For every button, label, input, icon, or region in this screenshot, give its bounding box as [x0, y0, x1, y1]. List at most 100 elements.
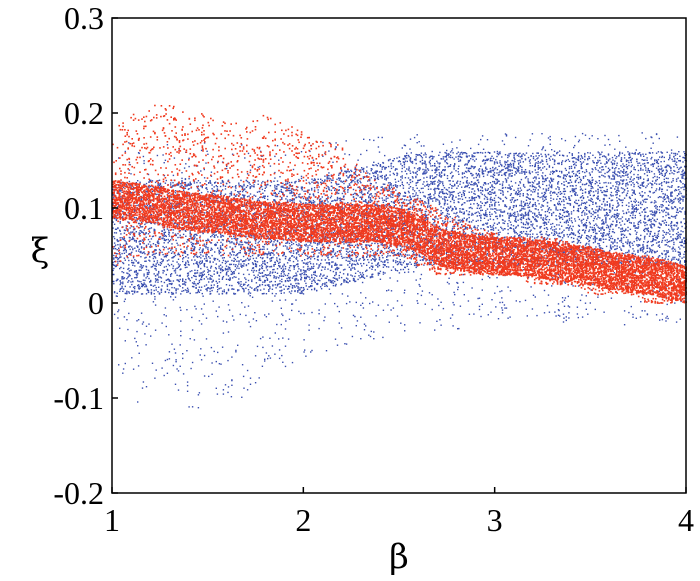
data-point	[187, 257, 190, 259]
data-point	[276, 323, 278, 326]
data-point	[297, 265, 299, 268]
data-point	[313, 201, 316, 203]
data-point	[340, 226, 343, 228]
data-point	[163, 233, 165, 235]
data-point	[246, 369, 249, 372]
data-point	[295, 272, 297, 274]
data-point	[313, 258, 316, 260]
data-point	[287, 280, 290, 282]
data-point	[118, 240, 120, 242]
data-point	[136, 320, 138, 322]
data-point	[299, 236, 301, 238]
data-point	[293, 256, 295, 258]
data-point	[170, 208, 172, 210]
data-point	[203, 265, 206, 268]
data-point	[303, 288, 305, 290]
data-point	[339, 197, 341, 199]
data-point	[396, 168, 398, 170]
data-point	[212, 233, 214, 235]
data-point	[198, 261, 201, 264]
data-point	[384, 199, 386, 201]
data-point	[191, 242, 194, 245]
data-point	[327, 186, 329, 188]
data-point	[173, 348, 176, 350]
data-point	[126, 243, 128, 245]
data-point	[365, 189, 367, 191]
data-point	[149, 205, 151, 207]
data-point	[172, 199, 175, 201]
data-point	[199, 247, 201, 249]
data-point	[119, 237, 121, 239]
data-point	[395, 260, 397, 262]
data-point	[291, 303, 293, 305]
data-point	[245, 225, 247, 227]
data-point	[320, 247, 322, 249]
data-point	[300, 270, 302, 272]
data-point	[263, 195, 265, 197]
data-point	[290, 189, 292, 192]
data-point	[358, 211, 360, 213]
data-point	[399, 193, 401, 195]
data-point	[233, 251, 235, 253]
data-point	[347, 256, 349, 259]
data-point	[390, 290, 393, 292]
data-point	[347, 245, 349, 247]
data-point	[382, 263, 385, 266]
data-point	[273, 192, 275, 194]
data-point	[381, 168, 383, 170]
data-point	[294, 278, 296, 280]
data-point	[334, 188, 337, 190]
data-point	[122, 261, 124, 264]
data-point	[168, 232, 171, 234]
data-point	[145, 260, 147, 262]
data-point	[360, 169, 362, 171]
data-point	[256, 345, 259, 348]
data-point	[320, 201, 322, 203]
data-point	[301, 253, 303, 255]
data-point	[215, 244, 217, 246]
data-point	[334, 255, 337, 257]
data-point	[322, 246, 324, 249]
data-point	[297, 260, 299, 262]
data-point	[141, 226, 144, 228]
data-point	[297, 279, 299, 281]
data-point	[396, 248, 399, 251]
data-point	[331, 281, 333, 283]
data-point	[222, 332, 225, 334]
data-point	[401, 181, 403, 183]
data-point	[278, 159, 280, 161]
data-point	[244, 252, 246, 254]
data-point	[263, 214, 265, 217]
data-point	[185, 263, 187, 265]
data-point	[349, 280, 351, 282]
data-point	[404, 233, 406, 236]
data-point	[281, 281, 283, 283]
data-point	[401, 255, 403, 257]
data-point	[320, 205, 322, 208]
data-point	[253, 194, 255, 196]
data-point	[191, 276, 193, 279]
data-point	[125, 227, 127, 229]
data-point	[316, 198, 319, 200]
data-point	[141, 283, 144, 286]
data-point	[395, 185, 397, 187]
data-point	[264, 274, 266, 276]
data-point	[175, 361, 177, 363]
data-point	[127, 221, 129, 223]
data-point	[173, 222, 176, 225]
data-point	[184, 284, 187, 286]
data-point	[190, 237, 192, 240]
data-point	[291, 199, 293, 201]
data-point	[269, 272, 271, 275]
data-point	[119, 280, 121, 282]
data-point	[236, 241, 238, 244]
data-point	[401, 177, 403, 179]
data-point	[316, 244, 319, 246]
data-point	[122, 372, 124, 374]
data-point	[354, 167, 357, 170]
data-point	[148, 323, 150, 325]
data-point	[126, 292, 128, 295]
data-point	[324, 175, 326, 177]
data-point	[336, 178, 338, 181]
data-point	[190, 183, 192, 185]
